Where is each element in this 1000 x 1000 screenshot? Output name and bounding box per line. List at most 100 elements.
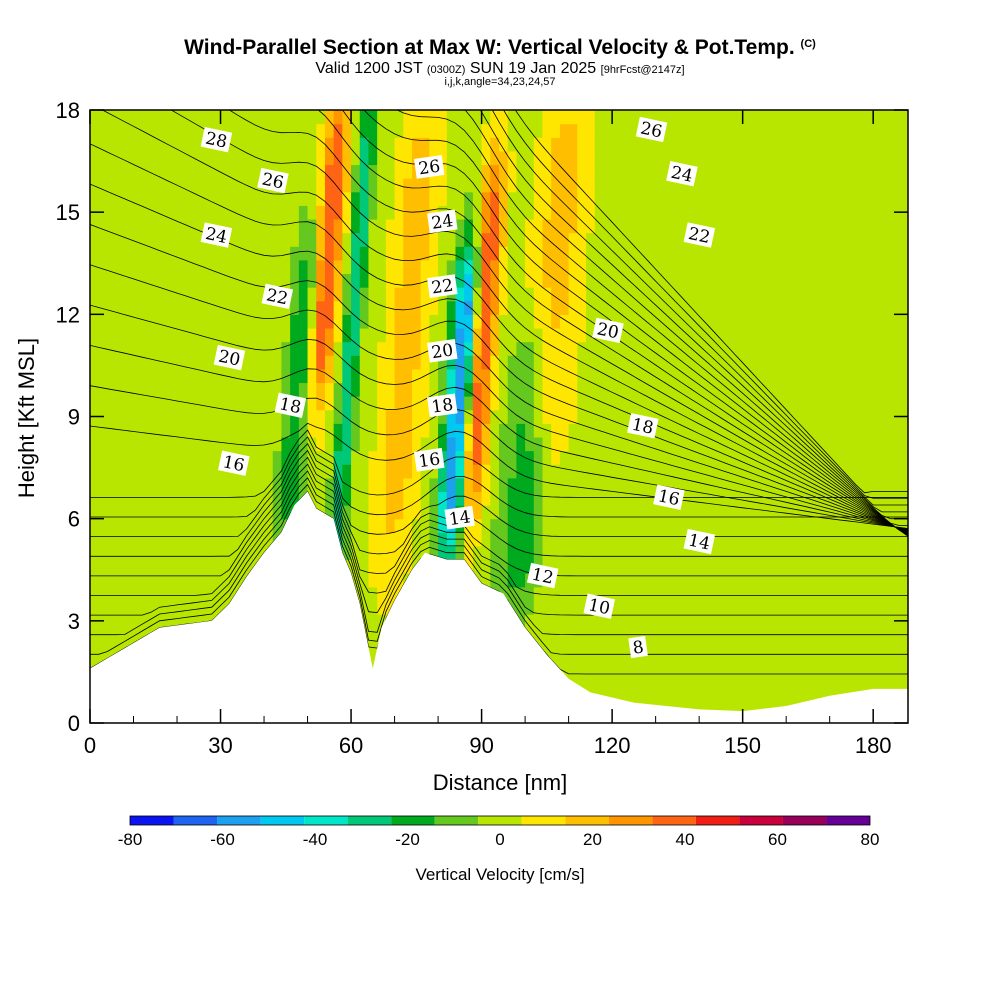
w-cell	[673, 300, 683, 315]
w-cell	[490, 110, 500, 125]
w-cell	[664, 232, 674, 247]
w-cell	[620, 545, 631, 561]
w-cell	[664, 409, 674, 424]
w-cell	[351, 545, 361, 561]
w-cell	[820, 137, 831, 152]
w-cell	[855, 164, 866, 179]
w-cell	[351, 409, 361, 424]
w-cell	[786, 232, 796, 247]
w-cell	[742, 491, 752, 506]
w-cell	[568, 668, 578, 683]
w-cell	[455, 150, 465, 166]
w-cell	[812, 668, 822, 683]
w-cell	[855, 586, 866, 601]
w-cell	[316, 423, 326, 438]
w-cell	[733, 150, 744, 166]
w-cell	[716, 518, 726, 533]
w-cell	[716, 259, 726, 275]
w-cell	[847, 191, 857, 206]
theta-label-box	[635, 116, 668, 143]
w-cell	[220, 423, 230, 438]
w-cell	[499, 246, 509, 261]
w-cell	[812, 436, 822, 452]
w-cell	[751, 532, 761, 547]
w-cell	[168, 110, 178, 125]
theta-contour-line	[90, 463, 908, 596]
w-cell	[638, 464, 648, 479]
w-cell	[194, 205, 204, 220]
w-cell	[359, 205, 370, 220]
w-cell	[733, 532, 744, 547]
w-cell	[890, 150, 900, 166]
w-cell	[551, 423, 561, 438]
w-cell	[150, 464, 161, 479]
w-cell	[620, 287, 631, 302]
w-cell	[733, 491, 744, 506]
w-cell	[324, 341, 335, 356]
w-cell	[420, 436, 430, 452]
w-cell	[316, 259, 326, 275]
w-cell	[507, 218, 518, 234]
w-cell	[533, 518, 544, 533]
w-cell	[533, 123, 544, 138]
w-cell	[881, 409, 892, 424]
w-cell	[864, 246, 874, 261]
w-cell	[124, 150, 135, 166]
theta-label: 18	[274, 392, 307, 418]
w-cell	[490, 164, 500, 179]
w-cell	[446, 450, 457, 465]
w-cell	[794, 409, 805, 424]
w-cell	[368, 218, 378, 234]
w-cell	[760, 273, 770, 288]
w-cell	[516, 246, 526, 261]
w-cell	[168, 600, 178, 615]
theta-label-box	[427, 393, 458, 418]
w-cell	[873, 232, 883, 247]
w-cell	[864, 477, 874, 493]
w-cell	[272, 259, 283, 275]
w-cell	[298, 327, 309, 343]
w-cell	[847, 436, 857, 452]
w-cell	[716, 382, 726, 397]
w-cell	[716, 164, 726, 179]
w-cell	[690, 505, 700, 520]
w-cell	[716, 409, 726, 424]
w-cell	[368, 123, 378, 138]
w-cell	[237, 246, 248, 261]
w-cell	[542, 586, 552, 601]
w-cell	[577, 573, 587, 588]
w-cell	[472, 355, 483, 370]
w-cell	[411, 518, 422, 533]
terrain-shape	[90, 491, 908, 723]
w-cell	[673, 641, 683, 656]
w-cell	[768, 300, 779, 315]
w-cell	[568, 314, 578, 329]
w-cell	[446, 368, 457, 384]
w-cell	[786, 314, 796, 329]
w-cell	[577, 191, 587, 206]
w-cell	[194, 355, 204, 370]
w-cell	[768, 695, 779, 710]
w-cell	[150, 232, 161, 247]
w-cell	[899, 396, 908, 411]
w-cell	[742, 150, 752, 166]
w-cell	[368, 409, 378, 424]
w-cell	[290, 423, 300, 438]
w-cell	[881, 532, 892, 547]
w-cell	[742, 423, 752, 438]
w-cell	[664, 682, 674, 697]
w-cell	[673, 450, 683, 465]
w-cell	[90, 178, 100, 193]
w-cell	[794, 137, 805, 152]
w-cell	[577, 464, 587, 479]
w-cell	[699, 287, 709, 302]
w-cell	[559, 273, 570, 288]
w-cell	[472, 232, 483, 247]
w-cell	[594, 368, 605, 384]
w-cell	[507, 178, 518, 193]
w-cell	[185, 450, 196, 465]
w-cell	[681, 654, 692, 670]
w-cell	[559, 137, 570, 152]
w-cell	[377, 218, 387, 234]
w-cell	[446, 110, 457, 125]
